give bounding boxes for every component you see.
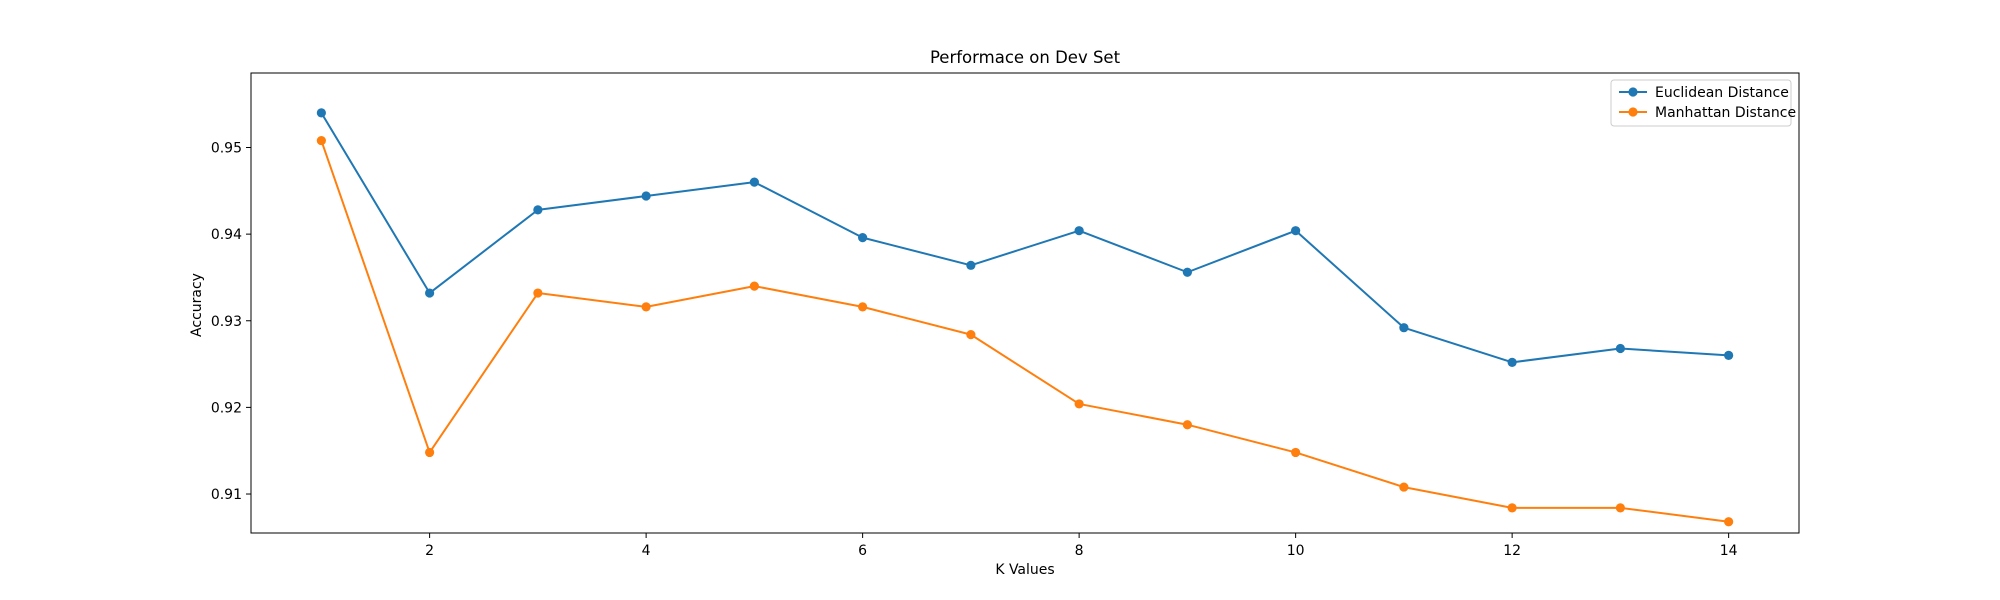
x-tick-label: 8	[1075, 543, 1084, 559]
data-point-manhattan-distance	[1182, 420, 1192, 430]
plot-frame	[250, 72, 1800, 534]
data-point-euclidean-distance	[533, 205, 543, 215]
data-point-manhattan-distance	[749, 281, 759, 291]
legend-swatch-marker	[1628, 87, 1638, 97]
data-point-euclidean-distance	[1724, 350, 1734, 361]
data-point-euclidean-distance	[641, 191, 651, 201]
data-point-manhattan-distance	[1615, 503, 1625, 513]
y-tick-label: 0.95	[211, 141, 242, 157]
data-point-manhattan-distance	[425, 447, 435, 458]
y-tick-label: 0.93	[211, 314, 242, 330]
data-point-manhattan-distance	[1724, 517, 1734, 527]
data-point-manhattan-distance	[641, 302, 651, 312]
data-point-manhattan-distance	[316, 135, 326, 146]
legend-swatch-marker	[1628, 107, 1638, 117]
x-tick-label: 4	[642, 543, 651, 559]
series-line-manhattan-distance	[320, 140, 1729, 523]
data-point-manhattan-distance	[1291, 447, 1301, 458]
data-point-manhattan-distance	[533, 288, 543, 298]
data-point-euclidean-distance	[316, 108, 326, 118]
data-point-manhattan-distance	[1399, 482, 1409, 492]
x-tick-label: 2	[425, 543, 434, 559]
data-point-euclidean-distance	[1182, 267, 1192, 277]
x-tick-label: 12	[1503, 543, 1521, 559]
x-tick-label: 10	[1287, 543, 1305, 559]
data-point-euclidean-distance	[1399, 323, 1409, 333]
chart-title: Performace on Dev Set	[930, 48, 1121, 67]
y-tick-label: 0.92	[211, 400, 242, 416]
data-point-euclidean-distance	[858, 232, 868, 243]
legend-box	[1610, 79, 1792, 127]
data-point-euclidean-distance	[966, 260, 976, 270]
series-line-euclidean-distance	[320, 112, 1729, 364]
series-layer	[316, 108, 1734, 527]
legend: Euclidean Distance Manhattan Distance	[1610, 79, 1796, 127]
data-point-euclidean-distance	[425, 288, 435, 298]
legend-label-euclidean-distance: Euclidean Distance	[1655, 85, 1789, 101]
data-point-euclidean-distance	[1615, 343, 1625, 354]
y-tick-label: 0.94	[211, 227, 242, 243]
x-tick-label: 6	[858, 543, 867, 559]
data-point-euclidean-distance	[749, 177, 759, 187]
y-axis-title: Accuracy	[189, 273, 205, 337]
data-point-manhattan-distance	[858, 302, 868, 312]
data-point-euclidean-distance	[1074, 226, 1084, 236]
data-point-manhattan-distance	[1074, 399, 1084, 409]
x-axis-title: K Values	[995, 562, 1054, 578]
ticks-layer: 2 4 6 8 10 12 14 0.91 0.92 0.93 0.94 0.95	[211, 141, 1738, 559]
x-tick-label: 14	[1720, 543, 1738, 559]
legend-label-manhattan-distance: Manhattan Distance	[1655, 105, 1796, 121]
y-tick-label: 0.91	[211, 487, 242, 503]
data-point-manhattan-distance	[966, 330, 976, 340]
data-point-euclidean-distance	[1507, 357, 1517, 367]
data-point-euclidean-distance	[1291, 226, 1301, 236]
data-point-manhattan-distance	[1507, 503, 1517, 513]
